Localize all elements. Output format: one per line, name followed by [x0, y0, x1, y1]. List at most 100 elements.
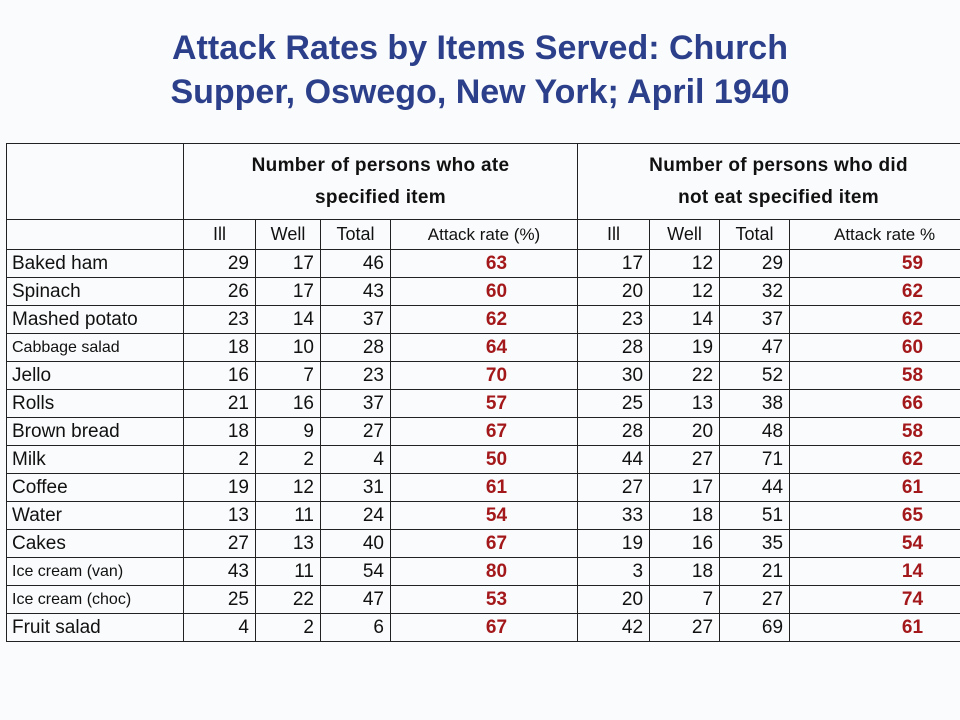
not-ate-group-header-line-2: not eat specified item — [678, 186, 879, 208]
item-label: Mashed potato — [6, 305, 184, 334]
ate-ill-cell: 13 — [183, 501, 256, 530]
not-ate-total-cell: 37 — [719, 305, 791, 334]
item-label: Fruit salad — [6, 613, 184, 642]
not-ate-ill-cell: 42 — [577, 613, 651, 642]
not-ate-attack-rate-cell: 58 — [789, 361, 960, 390]
not-ate-well-cell: 19 — [649, 333, 721, 362]
ate-total-cell: 23 — [320, 361, 391, 390]
item-label: Spinach — [6, 277, 184, 306]
not-ate-attack-rate-cell: 62 — [789, 305, 960, 334]
not-ate-total-cell: 35 — [719, 529, 791, 558]
ate-total-cell: 31 — [320, 473, 391, 502]
ate-total-cell: 46 — [320, 249, 391, 278]
not-ate-attack-rate-cell: 62 — [789, 445, 960, 474]
table-row: Fruit salad 4 2 6 67 42 27 69 61 — [6, 613, 960, 642]
table-row: Ice cream (van) 43 11 54 80 3 18 21 14 — [6, 557, 960, 586]
ate-well-cell: 14 — [255, 305, 321, 334]
ate-attack-rate-cell: 57 — [389, 389, 579, 418]
item-label: Water — [6, 501, 184, 530]
item-label: Ice cream (choc) — [6, 585, 184, 614]
not-ate-total-cell: 52 — [719, 361, 791, 390]
ate-total-cell: 4 — [320, 445, 391, 474]
ate-well-cell: 10 — [255, 333, 321, 362]
not-ate-ill-cell: 28 — [577, 417, 651, 446]
table-row: Brown bread 18 9 27 67 28 20 48 58 — [6, 417, 960, 446]
not-ate-ill-header: Ill — [577, 219, 651, 250]
item-label: Jello — [6, 361, 184, 390]
ate-total-cell: 54 — [320, 557, 391, 586]
not-ate-well-cell: 18 — [649, 501, 721, 530]
ate-total-cell: 27 — [320, 417, 391, 446]
ate-well-cell: 16 — [255, 389, 321, 418]
ate-attack-rate-cell: 67 — [389, 417, 579, 446]
not-ate-attack-rate-header: Attack rate % — [789, 219, 960, 250]
not-ate-total-cell: 51 — [719, 501, 791, 530]
not-ate-total-cell: 27 — [719, 585, 791, 614]
corner-cell — [6, 143, 184, 220]
ate-ill-cell: 27 — [183, 529, 256, 558]
not-ate-total-cell: 32 — [719, 277, 791, 306]
table-row: Coffee 19 12 31 61 27 17 44 61 — [6, 473, 960, 502]
ate-total-cell: 37 — [320, 305, 391, 334]
ate-ill-cell: 19 — [183, 473, 256, 502]
ate-ill-cell: 18 — [183, 417, 256, 446]
table-row: Rolls 21 16 37 57 25 13 38 66 — [6, 389, 960, 418]
not-ate-ill-cell: 17 — [577, 249, 651, 278]
item-label: Coffee — [6, 473, 184, 502]
item-label: Brown bread — [6, 417, 184, 446]
ate-attack-rate-cell: 64 — [389, 333, 579, 362]
table-row: Mashed potato 23 14 37 62 23 14 37 62 — [6, 305, 960, 334]
not-ate-ill-cell: 20 — [577, 277, 651, 306]
table-row: Spinach 26 17 43 60 20 12 32 62 — [6, 277, 960, 306]
ate-group-header-line-1: Number of persons who ate — [251, 154, 510, 176]
not-ate-well-cell: 17 — [649, 473, 721, 502]
not-ate-well-header: Well — [649, 219, 721, 250]
table-row: Water 13 11 24 54 33 18 51 65 — [6, 501, 960, 530]
ate-total-cell: 37 — [320, 389, 391, 418]
not-ate-attack-rate-cell: 65 — [789, 501, 960, 530]
ate-well-cell: 22 — [255, 585, 321, 614]
not-ate-well-cell: 12 — [649, 249, 721, 278]
not-ate-attack-rate-cell: 58 — [789, 417, 960, 446]
item-label: Baked ham — [6, 249, 184, 278]
not-ate-ill-cell: 33 — [577, 501, 651, 530]
ate-ill-cell: 2 — [183, 445, 256, 474]
ate-well-cell: 11 — [255, 501, 321, 530]
not-ate-total-cell: 69 — [719, 613, 791, 642]
ate-attack-rate-cell: 60 — [389, 277, 579, 306]
ate-well-cell: 2 — [255, 445, 321, 474]
slide-title-line-1: Attack Rates by Items Served: Church — [172, 29, 788, 67]
not-ate-ill-cell: 23 — [577, 305, 651, 334]
not-ate-total-cell: 47 — [719, 333, 791, 362]
item-label: Milk — [6, 445, 184, 474]
ate-total-cell: 28 — [320, 333, 391, 362]
not-ate-ill-cell: 20 — [577, 585, 651, 614]
not-ate-attack-rate-cell: 60 — [789, 333, 960, 362]
not-ate-total-cell: 21 — [719, 557, 791, 586]
item-label: Rolls — [6, 389, 184, 418]
not-ate-ill-cell: 44 — [577, 445, 651, 474]
not-ate-well-cell: 16 — [649, 529, 721, 558]
not-ate-ill-cell: 25 — [577, 389, 651, 418]
ate-attack-rate-cell: 67 — [389, 529, 579, 558]
ate-attack-rate-cell: 63 — [389, 249, 579, 278]
not-ate-ill-cell: 28 — [577, 333, 651, 362]
ate-ill-cell: 29 — [183, 249, 256, 278]
item-label: Cabbage salad — [6, 333, 184, 362]
ate-ill-cell: 4 — [183, 613, 256, 642]
not-ate-attack-rate-cell: 14 — [789, 557, 960, 586]
not-ate-ill-cell: 3 — [577, 557, 651, 586]
ate-ill-cell: 26 — [183, 277, 256, 306]
not-ate-group-header-line-1: Number of persons who did — [649, 154, 908, 176]
ate-attack-rate-cell: 50 — [389, 445, 579, 474]
not-ate-well-cell: 12 — [649, 277, 721, 306]
not-ate-well-cell: 7 — [649, 585, 721, 614]
not-ate-attack-rate-cell: 59 — [789, 249, 960, 278]
not-ate-well-cell: 20 — [649, 417, 721, 446]
not-ate-well-cell: 13 — [649, 389, 721, 418]
ate-well-cell: 17 — [255, 277, 321, 306]
not-ate-ill-cell: 27 — [577, 473, 651, 502]
ate-well-cell: 11 — [255, 557, 321, 586]
ate-well-cell: 9 — [255, 417, 321, 446]
ate-well-cell: 2 — [255, 613, 321, 642]
